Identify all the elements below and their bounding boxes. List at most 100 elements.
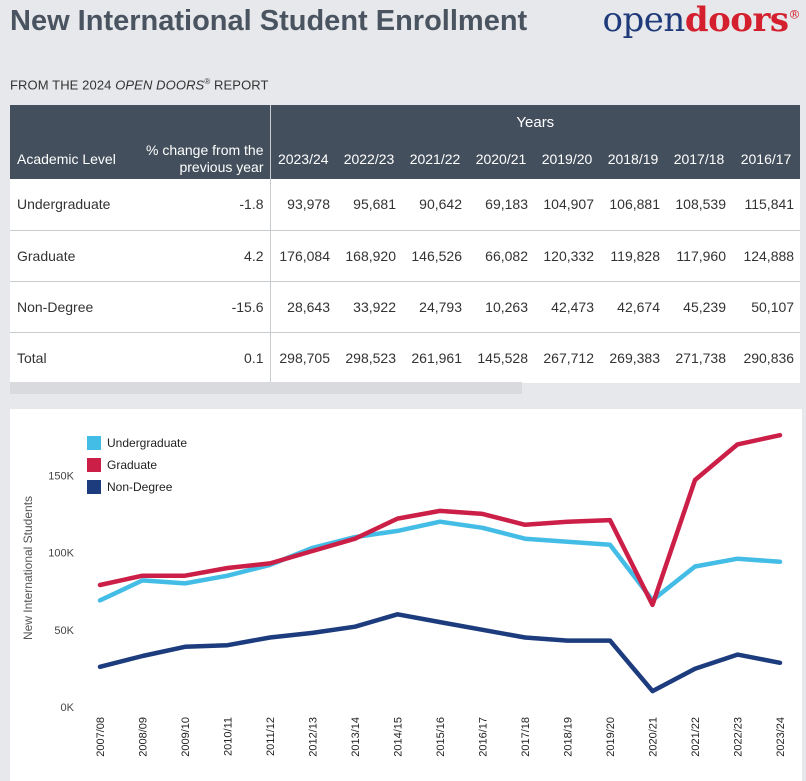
column-header-pct-change[interactable]: % change from the previous year <box>136 139 271 179</box>
cell-value: 117,960 <box>666 230 732 282</box>
subtitle-suffix: REPORT <box>210 77 269 93</box>
x-tick-label: 2015/16 <box>435 717 447 757</box>
cell-value: 66,082 <box>468 230 534 282</box>
column-header-level[interactable]: Academic Level <box>10 139 136 179</box>
x-tick-label: 2020/21 <box>648 717 660 757</box>
cell-value: 50,107 <box>732 281 801 333</box>
table-row-non-degree: Non-Degree -15.6 28,643 33,922 24,793 10… <box>10 281 801 333</box>
x-tick-label: 2007/08 <box>95 717 107 757</box>
column-header-year[interactable]: 2022/23 <box>336 139 402 179</box>
x-tick-label: 2022/23 <box>733 717 745 757</box>
cell-value: 45,239 <box>666 281 732 333</box>
table-horizontal-scrollbar[interactable] <box>10 382 522 394</box>
cell-value: 90,642 <box>402 179 468 231</box>
table-row-total: Total 0.1 298,705 298,523 261,961 145,52… <box>10 332 801 383</box>
cell-value: 145,528 <box>468 332 534 383</box>
cell-value: 104,907 <box>534 179 600 231</box>
x-tick-label: 2021/22 <box>690 717 702 757</box>
cell-value: 10,263 <box>468 281 534 333</box>
cell-value: 298,705 <box>270 332 336 383</box>
legend-swatch <box>87 480 101 494</box>
logo-doors: doors <box>684 0 789 40</box>
opendoors-logo: opendoors® <box>602 0 801 40</box>
cell-level: Non-Degree <box>10 281 136 333</box>
cell-value: 24,793 <box>402 281 468 333</box>
cell-value: 108,539 <box>666 179 732 231</box>
x-tick-label: 2018/19 <box>563 717 575 757</box>
y-axis-label: New International Students <box>21 496 35 640</box>
logo-open: open <box>602 0 686 40</box>
legend-label: Undergraduate <box>107 436 187 450</box>
cell-value: 290,836 <box>732 332 801 383</box>
cell-value: 168,920 <box>336 230 402 282</box>
cell-value: 120,332 <box>534 230 600 282</box>
cell-value: 271,738 <box>666 332 732 383</box>
cell-value: 69,183 <box>468 179 534 231</box>
x-tick-label: 2011/12 <box>265 717 277 756</box>
x-tick-label: 2016/17 <box>478 717 490 757</box>
x-tick-label: 2023/24 <box>775 717 787 757</box>
cell-value: 115,841 <box>732 179 801 231</box>
column-header-year[interactable]: 2018/19 <box>600 139 666 179</box>
column-header-year[interactable]: 2019/20 <box>534 139 600 179</box>
series-line-non-degree <box>97 612 783 694</box>
x-tick-label: 2012/13 <box>308 717 320 757</box>
cell-pct-change: 4.2 <box>136 230 271 282</box>
x-tick-label: 2013/14 <box>350 717 362 757</box>
cell-pct-change: -15.6 <box>136 281 271 333</box>
x-tick-label: 2019/20 <box>605 717 617 757</box>
cell-value: 146,526 <box>402 230 468 282</box>
cell-value: 124,888 <box>732 230 801 282</box>
chart-panel: New International Students 0K 50K 100K 150K 2… <box>10 409 802 781</box>
cell-value: 269,383 <box>600 332 666 383</box>
cell-value: 28,643 <box>270 281 336 333</box>
y-tick-label: 150K <box>48 470 74 482</box>
column-header-year[interactable]: 2021/22 <box>402 139 468 179</box>
column-header-year[interactable]: 2016/17 <box>732 139 801 179</box>
cell-level: Total <box>10 332 136 383</box>
x-tick-label: 2008/09 <box>138 717 150 757</box>
column-header-year[interactable]: 2023/24 <box>270 139 336 179</box>
subtitle-prefix: FROM THE 2024 <box>10 77 116 93</box>
cell-value: 176,084 <box>270 230 336 282</box>
legend-label: Graduate <box>107 458 157 472</box>
cell-value: 95,681 <box>336 179 402 231</box>
legend-swatch <box>87 458 101 472</box>
cell-value: 93,978 <box>270 179 336 231</box>
table-row-undergraduate: Undergraduate -1.8 93,978 95,681 90,642 … <box>10 179 801 231</box>
subtitle-registered-mark: ® <box>204 77 211 86</box>
cell-value: 42,674 <box>600 281 666 333</box>
x-tick-label: 2014/15 <box>393 717 405 757</box>
x-tick-label: 2009/10 <box>180 717 192 757</box>
subtitle-report-name: OPEN DOORS <box>115 77 205 93</box>
page-subtitle: FROM THE 2024 OPEN DOORS® REPORT <box>10 77 269 92</box>
header-spacer <box>10 105 271 139</box>
x-tick-label: 2017/18 <box>520 717 532 757</box>
series-line-graduate <box>97 432 783 608</box>
x-tick-label: 2010/11 <box>223 717 235 756</box>
cell-value: 267,712 <box>534 332 600 383</box>
cell-pct-change: 0.1 <box>136 332 271 383</box>
y-tick-label: 100K <box>48 548 74 560</box>
years-header: Years <box>270 105 801 139</box>
enrollment-table-container: Years Academic Level % change from the p… <box>10 105 801 383</box>
series-line-undergraduate <box>97 519 783 603</box>
y-tick-label: 50K <box>54 625 74 637</box>
logo-registered-mark: ® <box>788 7 801 22</box>
column-header-year[interactable]: 2020/21 <box>468 139 534 179</box>
line-chart: New International Students 0K 50K 100K 150K 2… <box>21 432 787 757</box>
cell-value: 42,473 <box>534 281 600 333</box>
cell-level: Graduate <box>10 230 136 282</box>
cell-pct-change: -1.8 <box>136 179 271 231</box>
cell-value: 33,922 <box>336 281 402 333</box>
table-row-graduate: Graduate 4.2 176,084 168,920 146,526 66,… <box>10 230 801 282</box>
legend-swatch <box>87 436 101 450</box>
cell-value: 106,881 <box>600 179 666 231</box>
column-header-year[interactable]: 2017/18 <box>666 139 732 179</box>
enrollment-table: Years Academic Level % change from the p… <box>10 105 801 383</box>
y-tick-label: 0K <box>61 702 75 714</box>
cell-value: 261,961 <box>402 332 468 383</box>
cell-value: 298,523 <box>336 332 402 383</box>
page-title: New International Student Enrollment <box>10 5 528 37</box>
legend-label: Non-Degree <box>107 480 173 494</box>
